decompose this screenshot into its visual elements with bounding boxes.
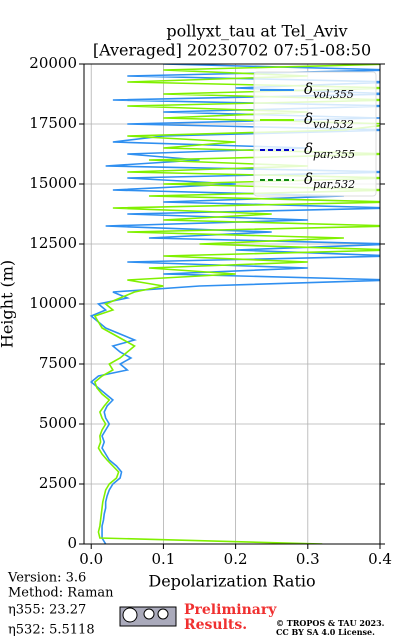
x-tick-label: 0.4 bbox=[368, 550, 392, 568]
x-axis-label: Depolarization Ratio bbox=[148, 572, 315, 591]
legend-label: δpar,355 bbox=[304, 140, 355, 161]
chart-subtitle: [Averaged] 20230702 07:51-08:50 bbox=[93, 41, 371, 60]
chart-title: pollyxt_tau at Tel_Aviv bbox=[166, 22, 347, 41]
y-tick-label: 10000 bbox=[29, 294, 77, 312]
info-text: Version: 3.6 bbox=[7, 571, 86, 586]
y-tick-label: 0 bbox=[67, 534, 77, 552]
x-tick-label: 0.1 bbox=[151, 550, 175, 568]
y-tick-label: 2500 bbox=[39, 474, 77, 492]
y-tick-label: 20000 bbox=[29, 54, 77, 72]
y-tick-label: 12500 bbox=[29, 234, 77, 252]
notice-text: Results. bbox=[184, 617, 247, 633]
series-line bbox=[93, 64, 380, 544]
y-tick-label: 15000 bbox=[29, 174, 77, 192]
y-tick-label: 5000 bbox=[39, 414, 77, 432]
notice-text: Preliminary bbox=[184, 602, 277, 618]
copyright-text: CC BY SA 4.0 License. bbox=[276, 627, 375, 637]
x-tick-label: 0.0 bbox=[79, 550, 103, 568]
legend-box bbox=[253, 71, 377, 197]
plot-lines bbox=[89, 64, 380, 544]
legend-label: δpar,532 bbox=[304, 170, 355, 191]
y-tick-label: 7500 bbox=[39, 354, 77, 372]
info-text: Method: Raman bbox=[8, 586, 114, 601]
info-text: η532: 5.5118 bbox=[8, 623, 95, 638]
x-tick-label: 0.2 bbox=[224, 550, 248, 568]
copyright-text: © TROPOS & TAU 2023. bbox=[276, 618, 385, 628]
y-tick-label: 17500 bbox=[29, 114, 77, 132]
legend-label: δvol,355 bbox=[304, 80, 354, 101]
plot-frame bbox=[83, 63, 381, 545]
info-text: η355: 23.27 bbox=[8, 603, 86, 618]
series-line bbox=[89, 64, 380, 544]
legend-label: δvol,532 bbox=[304, 110, 354, 131]
x-tick-label: 0.3 bbox=[296, 550, 320, 568]
cc-logo bbox=[119, 606, 177, 627]
y-axis-label: Height (m) bbox=[0, 260, 17, 348]
